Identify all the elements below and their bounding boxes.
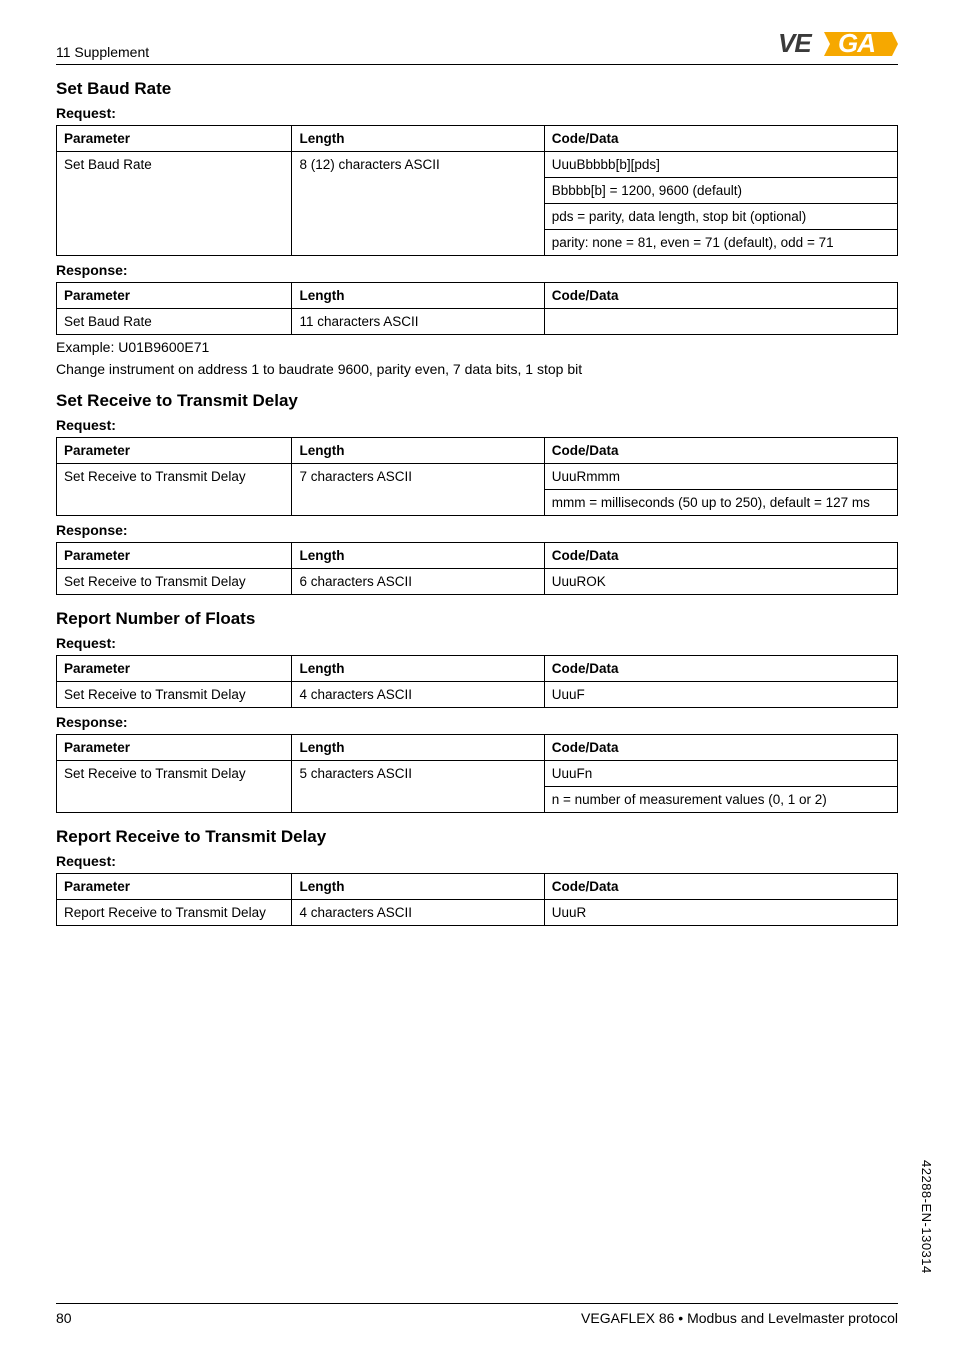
footer-doc-title: VEGAFLEX 86 • Modbus and Levelmaster pro…	[581, 1310, 898, 1326]
cell-code: UuuF	[544, 682, 897, 708]
request-label: Request:	[56, 853, 898, 869]
cell-parameter: Set Receive to Transmit Delay	[57, 761, 292, 813]
th-parameter: Parameter	[57, 656, 292, 682]
cell-parameter: Set Receive to Transmit Delay	[57, 464, 292, 516]
cell-parameter: Set Baud Rate	[57, 309, 292, 335]
th-length: Length	[292, 735, 544, 761]
section-title-report-delay: Report Receive to Transmit Delay	[56, 827, 898, 847]
th-parameter: Parameter	[57, 126, 292, 152]
table-set-baud-response: Parameter Length Code/Data Set Baud Rate…	[56, 282, 898, 335]
cell-length: 7 characters ASCII	[292, 464, 544, 516]
th-length: Length	[292, 438, 544, 464]
th-code-data: Code/Data	[544, 874, 897, 900]
th-parameter: Parameter	[57, 735, 292, 761]
cell-code	[544, 309, 897, 335]
cell-parameter: Report Receive to Transmit Delay	[57, 900, 292, 926]
request-label: Request:	[56, 417, 898, 433]
request-label: Request:	[56, 635, 898, 651]
th-length: Length	[292, 126, 544, 152]
cell-parameter: Set Baud Rate	[57, 152, 292, 256]
table-set-delay-response: Parameter Length Code/Data Set Receive t…	[56, 542, 898, 595]
th-length: Length	[292, 543, 544, 569]
cell-code: UuuFn	[544, 761, 897, 787]
section-label: 11 Supplement	[56, 44, 149, 60]
th-code-data: Code/Data	[544, 438, 897, 464]
section-title-set-receive-delay: Set Receive to Transmit Delay	[56, 391, 898, 411]
th-length: Length	[292, 656, 544, 682]
page-footer: 80 VEGAFLEX 86 • Modbus and Levelmaster …	[56, 1303, 898, 1326]
cell-length: 6 characters ASCII	[292, 569, 544, 595]
example-line: Example: U01B9600E71	[56, 339, 898, 355]
table-set-delay-request: Parameter Length Code/Data Set Receive t…	[56, 437, 898, 516]
cell-parameter: Set Receive to Transmit Delay	[57, 682, 292, 708]
table-set-baud-request: Parameter Length Code/Data Set Baud Rate…	[56, 125, 898, 256]
th-length: Length	[292, 874, 544, 900]
cell-code: UuuR	[544, 900, 897, 926]
vega-logo: VE GA	[778, 28, 898, 60]
section-title-set-baud-rate: Set Baud Rate	[56, 79, 898, 99]
cell-code: UuuBbbbb[b][pds]	[544, 152, 897, 178]
th-parameter: Parameter	[57, 874, 292, 900]
example-desc: Change instrument on address 1 to baudra…	[56, 361, 898, 377]
svg-text:GA: GA	[838, 28, 875, 58]
th-code-data: Code/Data	[544, 543, 897, 569]
th-parameter: Parameter	[57, 283, 292, 309]
table-report-delay-request: Parameter Length Code/Data Report Receiv…	[56, 873, 898, 926]
th-code-data: Code/Data	[544, 656, 897, 682]
cell-code: pds = parity, data length, stop bit (opt…	[544, 204, 897, 230]
cell-code: UuuRmmm	[544, 464, 897, 490]
page-header: 11 Supplement VE GA	[56, 28, 898, 65]
response-label: Response:	[56, 522, 898, 538]
cell-code: UuuROK	[544, 569, 897, 595]
cell-parameter: Set Receive to Transmit Delay	[57, 569, 292, 595]
cell-length: 4 characters ASCII	[292, 900, 544, 926]
document-id-vertical: 42288-EN-130314	[919, 1160, 934, 1274]
response-label: Response:	[56, 262, 898, 278]
cell-length: 8 (12) characters ASCII	[292, 152, 544, 256]
cell-code: parity: none = 81, even = 71 (default), …	[544, 230, 897, 256]
cell-code: Bbbbb[b] = 1200, 9600 (default)	[544, 178, 897, 204]
table-report-floats-response: Parameter Length Code/Data Set Receive t…	[56, 734, 898, 813]
cell-length: 11 characters ASCII	[292, 309, 544, 335]
page-number: 80	[56, 1310, 72, 1326]
th-code-data: Code/Data	[544, 126, 897, 152]
table-report-floats-request: Parameter Length Code/Data Set Receive t…	[56, 655, 898, 708]
section-title-report-floats: Report Number of Floats	[56, 609, 898, 629]
th-parameter: Parameter	[57, 438, 292, 464]
response-label: Response:	[56, 714, 898, 730]
th-parameter: Parameter	[57, 543, 292, 569]
request-label: Request:	[56, 105, 898, 121]
cell-length: 5 characters ASCII	[292, 761, 544, 813]
th-code-data: Code/Data	[544, 735, 897, 761]
svg-text:VE: VE	[778, 28, 812, 58]
th-code-data: Code/Data	[544, 283, 897, 309]
cell-code: mmm = milliseconds (50 up to 250), defau…	[544, 490, 897, 516]
cell-code: n = number of measurement values (0, 1 o…	[544, 787, 897, 813]
th-length: Length	[292, 283, 544, 309]
cell-length: 4 characters ASCII	[292, 682, 544, 708]
